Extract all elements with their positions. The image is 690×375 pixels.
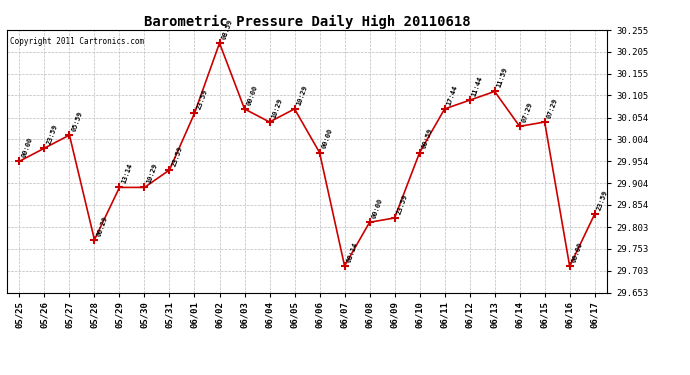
Text: 11:44: 11:44	[471, 75, 484, 98]
Text: 00:00: 00:00	[21, 136, 34, 159]
Text: 05:59: 05:59	[71, 110, 83, 132]
Text: 07:29: 07:29	[521, 102, 534, 124]
Text: 23:59: 23:59	[171, 145, 184, 167]
Text: 17:44: 17:44	[446, 84, 459, 106]
Text: 00:00: 00:00	[321, 128, 334, 150]
Text: 10:29: 10:29	[271, 97, 284, 119]
Text: 23:59: 23:59	[46, 123, 59, 146]
Text: 10:29: 10:29	[146, 163, 159, 184]
Text: 00:00: 00:00	[246, 84, 259, 106]
Text: Copyright 2011 Cartronics.com: Copyright 2011 Cartronics.com	[10, 37, 144, 46]
Text: 11:59: 11:59	[496, 67, 509, 89]
Text: 08:59: 08:59	[221, 18, 234, 40]
Text: 10:29: 10:29	[296, 84, 309, 106]
Title: Barometric Pressure Daily High 20110618: Barometric Pressure Daily High 20110618	[144, 15, 471, 29]
Text: 07:29: 07:29	[546, 97, 559, 119]
Text: 08:14: 08:14	[346, 241, 359, 263]
Text: 23:59: 23:59	[596, 189, 609, 211]
Text: 23:59: 23:59	[196, 88, 209, 111]
Text: 00:59: 00:59	[421, 128, 434, 150]
Text: 00:29: 00:29	[96, 215, 109, 237]
Text: 23:59: 23:59	[396, 193, 409, 215]
Text: 00:00: 00:00	[571, 242, 584, 264]
Text: 13:14: 13:14	[121, 163, 134, 184]
Text: 00:00: 00:00	[371, 198, 384, 219]
